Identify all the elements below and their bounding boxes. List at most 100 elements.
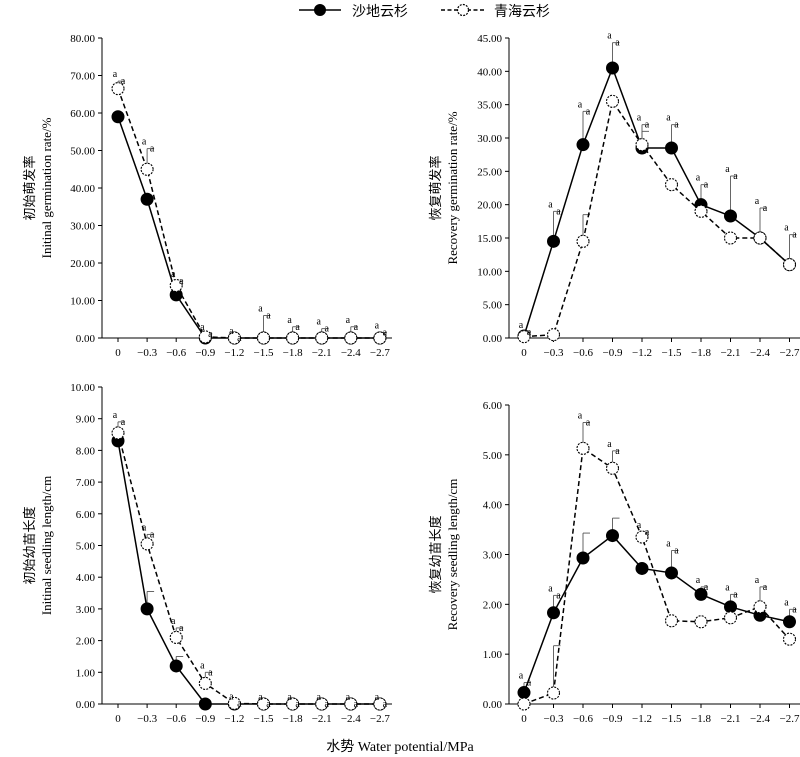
x-axis-label: 水势 Water potential/MPa [326, 740, 474, 755]
x-tick-label: −1.2 [224, 347, 244, 359]
series-line-2 [117, 88, 380, 339]
point-series2 [576, 234, 590, 248]
significance-label: a [556, 206, 561, 217]
significance-label: a [763, 203, 768, 214]
x-tick-label: −0.6 [573, 347, 593, 359]
point-series2 [344, 331, 358, 345]
significance-label: a [645, 527, 650, 538]
x-tick-label: 0 [521, 347, 527, 359]
point-series2 [723, 611, 738, 625]
x-tick-label: −1.8 [283, 713, 303, 725]
x-tick-label: −2.4 [750, 713, 770, 725]
significance-label: a [666, 539, 671, 550]
series-line-1 [117, 440, 380, 705]
point-series2 [546, 686, 561, 700]
point-series1 [606, 529, 619, 543]
x-tick-label: −2.7 [370, 347, 390, 359]
y-tick-label: 3.00 [76, 604, 96, 616]
x-tick-label: −1.8 [691, 347, 711, 359]
series-line-2 [523, 447, 791, 705]
significance-label: a [324, 324, 329, 335]
x-tick-label: −2.4 [750, 347, 770, 359]
x-tick-label: −0.6 [573, 713, 593, 725]
x-tick-label: −0.6 [166, 713, 186, 725]
x-tick-label: −0.9 [195, 347, 215, 359]
y-axis-label: 恢复幼苗长度 Recovery seedling length/cm [428, 479, 460, 631]
point-series2 [723, 231, 738, 245]
point-series2 [169, 278, 183, 293]
point-series1 [169, 659, 183, 673]
point-series1 [576, 138, 590, 152]
x-tick-label: −2.1 [721, 347, 741, 359]
significance-label: a [142, 522, 147, 533]
significance-label: a [142, 137, 147, 148]
y-tick-label: 0.00 [76, 333, 96, 345]
point-series1 [724, 600, 737, 614]
point-series2 [753, 600, 767, 614]
point-series2 [169, 630, 183, 644]
point-series2 [344, 697, 358, 711]
point-series1 [694, 587, 708, 601]
significance-label: a [755, 575, 760, 586]
y-tick-label: 35.00 [477, 100, 502, 112]
y-axis-label: 初始幼苗长度 Initinal seedling length/cm [22, 476, 54, 615]
x-tick-label: −1.2 [632, 347, 652, 359]
point-series2 [227, 331, 241, 345]
significance-label: a [527, 678, 532, 689]
significance-label: a [586, 417, 591, 428]
panel-3: 0.00 1.00 2.00 3.00 4.00 5.00 6.00 7.00 8.00 9.00… [22, 382, 392, 725]
y-axis-label: 恢复萌发率 Recovery germination rate/% [428, 111, 460, 264]
y-tick-label: 0.00 [483, 699, 503, 711]
significance-label: a [615, 446, 620, 457]
significance-label: a [637, 520, 642, 531]
y-tick-label: 40.00 [477, 66, 502, 78]
significance-label: a [295, 322, 300, 333]
significance-label: a [784, 223, 789, 234]
significance-label: a [200, 322, 205, 333]
significance-label: a [586, 106, 591, 117]
y-tick-label: 70.00 [70, 71, 95, 83]
x-tick-label: 0 [521, 713, 527, 725]
y-tick-label: 50.00 [70, 146, 95, 158]
point-series2 [315, 697, 329, 711]
significance-label: a [578, 410, 583, 421]
y-tick-label: 1.00 [483, 649, 503, 661]
x-tick-label: −2.7 [780, 347, 800, 359]
y-tick-label: 60.00 [70, 108, 95, 120]
x-tick-label: −0.3 [544, 347, 564, 359]
point-series1 [198, 697, 212, 711]
legend-label-series1: 沙地云杉 [352, 5, 408, 20]
point-series1 [665, 141, 678, 155]
significance-label: a [674, 546, 679, 557]
y-axis-label-cn: 初始萌发率 [22, 155, 37, 220]
point-series2 [782, 258, 797, 272]
point-series2 [664, 614, 679, 628]
y-tick-label: 6.00 [76, 509, 96, 521]
significance-label: a [354, 699, 359, 710]
y-tick-label: 10.00 [70, 296, 95, 308]
y-axis-label-en: Initinal germination rate/% [39, 117, 54, 258]
x-tick-label: −0.9 [603, 347, 623, 359]
point-series2 [227, 696, 241, 710]
significance-label: a [200, 660, 205, 671]
point-series1 [606, 61, 619, 75]
significance-label: a [266, 311, 271, 322]
significance-label: a [237, 698, 242, 709]
y-tick-label: 40.00 [70, 183, 95, 195]
x-tick-label: 0 [115, 347, 121, 359]
point-series2 [111, 82, 125, 96]
point-series1 [140, 602, 154, 616]
y-tick-label: 15.00 [477, 233, 502, 245]
significance-label: a [113, 410, 118, 421]
x-tick-label: −1.2 [224, 713, 244, 725]
significance-label: a [266, 699, 271, 710]
point-series2 [546, 328, 561, 342]
y-tick-label: 10.00 [70, 382, 95, 394]
significance-label: a [763, 582, 768, 593]
y-tick-label: 80.00 [70, 33, 95, 45]
series-line-1 [523, 65, 791, 337]
significance-label: a [607, 439, 612, 450]
point-series1 [111, 110, 125, 124]
point-series2 [635, 138, 649, 152]
significance-label: a [637, 113, 642, 124]
